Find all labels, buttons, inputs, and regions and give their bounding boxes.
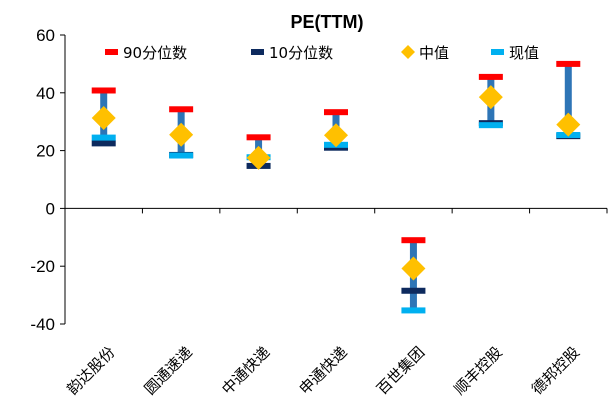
y-tick-label: 60 <box>36 26 55 45</box>
x-tick-label: 申通快递 <box>296 343 351 398</box>
marks <box>91 60 581 314</box>
y-tick-label: 40 <box>36 84 55 103</box>
p90-marker <box>478 73 503 80</box>
y-tick-label: -40 <box>30 315 55 334</box>
median-marker <box>478 85 503 110</box>
y-tick-label: -20 <box>30 257 55 276</box>
legend-swatch <box>105 49 118 55</box>
median-marker <box>556 112 581 137</box>
legend-swatch <box>251 49 264 55</box>
y-tick-label: 0 <box>46 199 55 218</box>
legend-swatch <box>401 45 415 59</box>
legend-label: 现值 <box>509 44 539 62</box>
x-tick-label: 德邦控股 <box>528 343 583 398</box>
median-marker <box>169 122 194 147</box>
median-marker <box>91 105 116 130</box>
y-tick-label: 20 <box>36 142 55 161</box>
x-tick-label: 韵达股份 <box>63 343 118 398</box>
p90-marker <box>91 87 116 94</box>
p90-marker <box>556 60 581 67</box>
x-tick-label: 中通快递 <box>218 343 273 398</box>
p90-marker <box>324 109 348 116</box>
median-marker <box>246 145 271 170</box>
legend-label: 10分位数 <box>269 44 333 62</box>
current-marker <box>169 152 194 159</box>
x-tick-label: 百世集团 <box>373 343 428 398</box>
p90-marker <box>246 134 271 141</box>
current-marker <box>401 307 426 314</box>
legend-swatch <box>491 49 504 55</box>
legend-label: 中值 <box>419 44 449 62</box>
chart-title: PE(TTM) <box>291 12 364 32</box>
p90-marker <box>401 237 426 244</box>
x-tick-label: 圆通速递 <box>141 343 196 398</box>
x-tick-label: 顺丰控股 <box>451 343 506 398</box>
axes: -40 -20 0 20 40 60 韵达股份 圆通速递 中通快递 申通快递 百世集团 顺丰控股 德邦控… <box>30 26 608 398</box>
median-marker <box>324 123 348 148</box>
p90-marker <box>169 106 194 113</box>
median-marker <box>401 256 426 281</box>
current-marker <box>478 122 503 129</box>
p10-marker <box>401 287 426 294</box>
legend: 90分位数 10分位数 中值 现值 <box>105 44 539 62</box>
p10-marker <box>91 140 116 147</box>
current-marker <box>91 134 116 141</box>
legend-label: 90分位数 <box>123 44 187 62</box>
